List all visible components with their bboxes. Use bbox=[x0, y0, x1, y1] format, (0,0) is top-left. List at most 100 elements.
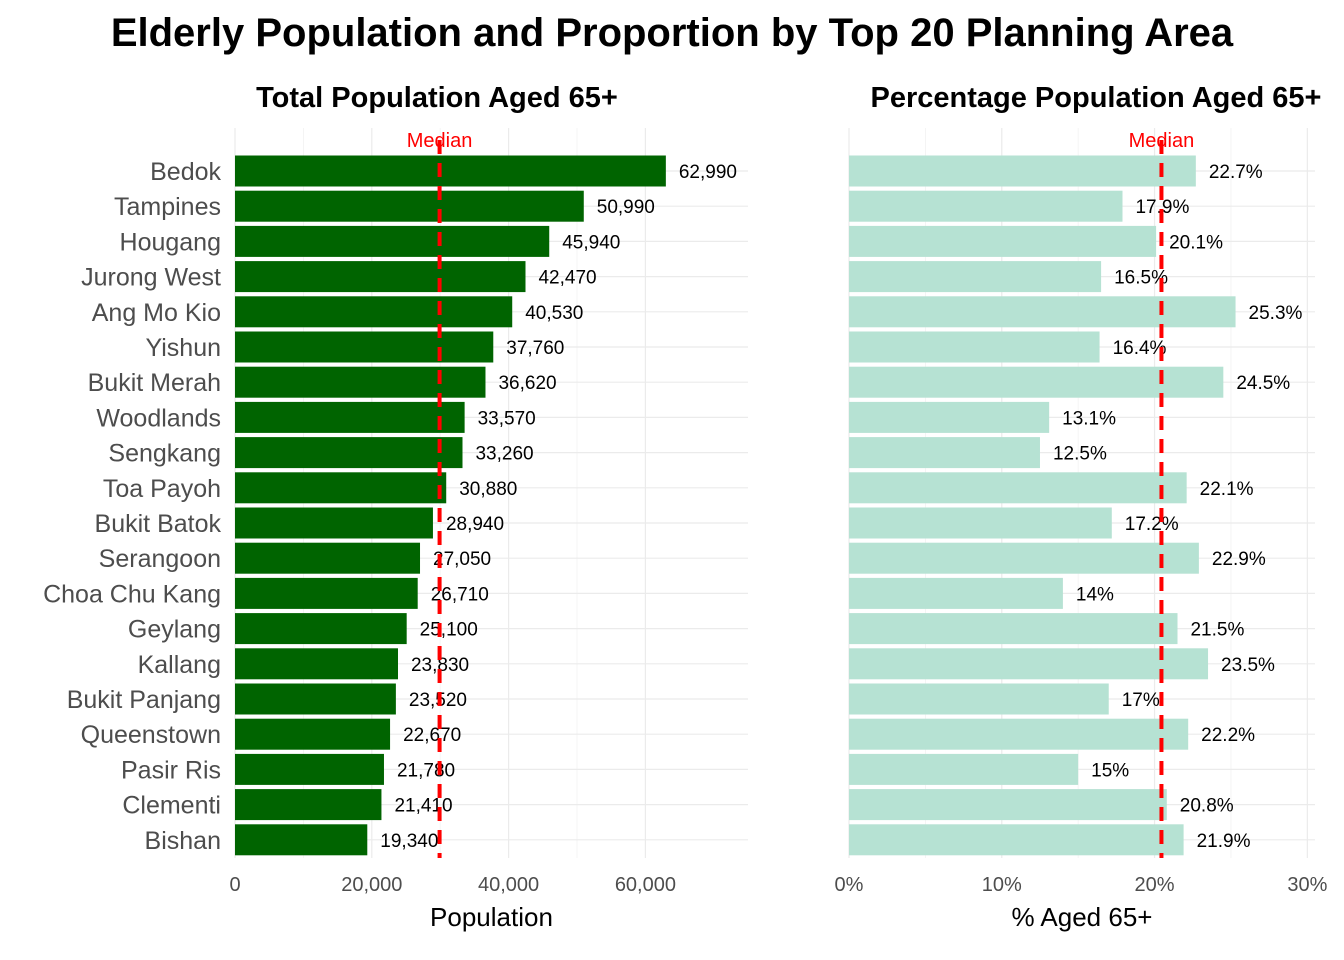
data-label: 37,760 bbox=[506, 338, 564, 359]
bar-bukit-batok bbox=[235, 507, 433, 539]
x-tick-label: 0 bbox=[229, 874, 240, 896]
x-tick-label: 60,000 bbox=[615, 874, 676, 896]
bar-hougang bbox=[849, 225, 1157, 257]
data-label: 21,780 bbox=[397, 760, 455, 781]
data-label: 28,940 bbox=[446, 514, 504, 535]
bar-sengkang bbox=[849, 437, 1040, 469]
bar-bukit-panjang bbox=[849, 683, 1109, 715]
bar-bishan bbox=[235, 824, 368, 856]
bar-hougang bbox=[235, 225, 550, 257]
data-label: 50,990 bbox=[597, 197, 655, 218]
bar-queenstown bbox=[235, 718, 391, 750]
category-label: Yishun bbox=[145, 334, 221, 362]
data-label: 20.1% bbox=[1169, 232, 1223, 253]
data-label: 21.5% bbox=[1190, 620, 1244, 641]
data-label: 13.1% bbox=[1062, 408, 1116, 429]
category-label: Geylang bbox=[128, 616, 221, 644]
bar-sengkang bbox=[235, 437, 463, 469]
category-label: Tampines bbox=[114, 193, 221, 221]
bars-percentage bbox=[849, 155, 1236, 856]
bar-clementi bbox=[849, 789, 1167, 821]
panel-title-population: Total Population Aged 65+ bbox=[256, 82, 618, 114]
bar-tampines bbox=[849, 190, 1123, 222]
category-label: Ang Mo Kio bbox=[92, 299, 221, 327]
data-label: 22.2% bbox=[1201, 725, 1255, 746]
data-labels-percentage: 22.7% 17.9% 20.1%16.5% 25.3% 16.4% 24.5% 13.1%… bbox=[1053, 162, 1303, 852]
x-tick-label: 40,000 bbox=[478, 874, 539, 896]
bar-serangoon bbox=[849, 542, 1199, 574]
x-tick-labels-percentage: 0% 10% 20% 30% bbox=[835, 874, 1328, 896]
data-label: 62,990 bbox=[679, 162, 737, 183]
x-axis-title-population: Population bbox=[430, 902, 553, 932]
panel-total-population: Total Population Aged 65+ 62,990 50,990 45,… bbox=[43, 82, 748, 932]
bar-yishun bbox=[235, 331, 494, 363]
data-label: 23,830 bbox=[411, 655, 469, 676]
data-label: 20.8% bbox=[1180, 796, 1234, 817]
data-label: 26,710 bbox=[431, 584, 489, 605]
bar-bishan bbox=[849, 824, 1184, 856]
bar-tampines bbox=[235, 190, 584, 222]
bar-bedok bbox=[849, 155, 1196, 187]
category-labels: Bedok Tampines Hougang Jurong West Ang Mo Ki… bbox=[43, 158, 221, 855]
bar-woodlands bbox=[849, 401, 1050, 433]
bar-jurong-west bbox=[235, 261, 526, 293]
bar-woodlands bbox=[235, 401, 465, 433]
data-label: 25,100 bbox=[420, 620, 478, 641]
bar-clementi bbox=[235, 789, 382, 821]
category-label: Queenstown bbox=[81, 721, 221, 749]
data-label: 22,670 bbox=[403, 725, 461, 746]
x-tick-label: 20% bbox=[1135, 874, 1175, 896]
bar-ang-mo-kio bbox=[849, 296, 1236, 328]
data-labels-population: 62,990 50,990 45,940 42,470 40,530 37,760 36,6… bbox=[380, 162, 737, 852]
x-axis-title-percentage: % Aged 65+ bbox=[1012, 902, 1153, 932]
median-label-population: Median bbox=[407, 130, 473, 152]
data-label: 42,470 bbox=[538, 268, 596, 289]
bar-ang-mo-kio bbox=[235, 296, 513, 328]
category-label: Bedok bbox=[150, 158, 221, 186]
data-label: 45,940 bbox=[562, 232, 620, 253]
bars-population bbox=[235, 155, 666, 856]
data-label: 23.5% bbox=[1221, 655, 1275, 676]
data-label: 17.9% bbox=[1135, 197, 1189, 218]
bar-bukit-panjang bbox=[235, 683, 396, 715]
category-label: Bukit Batok bbox=[95, 510, 222, 538]
category-label: Serangoon bbox=[99, 545, 221, 573]
data-label: 36,620 bbox=[498, 373, 556, 394]
category-label: Woodlands bbox=[96, 404, 221, 432]
category-label: Clementi bbox=[122, 792, 221, 820]
bar-kallang bbox=[849, 648, 1209, 680]
bar-bukit-batok bbox=[849, 507, 1112, 539]
bar-choa-chu-kang bbox=[235, 577, 418, 609]
x-tick-label: 0% bbox=[835, 874, 864, 896]
data-label: 30,880 bbox=[459, 479, 517, 500]
bar-bukit-merah bbox=[849, 366, 1224, 398]
data-label: 17% bbox=[1122, 690, 1160, 711]
data-label: 22.7% bbox=[1209, 162, 1263, 183]
bar-pasir-ris bbox=[849, 753, 1079, 785]
bar-yishun bbox=[849, 331, 1100, 363]
x-tick-label: 30% bbox=[1287, 874, 1327, 896]
bar-pasir-ris bbox=[235, 753, 384, 785]
x-tick-label: 10% bbox=[982, 874, 1022, 896]
x-tick-label: 20,000 bbox=[341, 874, 402, 896]
category-label: Pasir Ris bbox=[121, 756, 221, 784]
data-label: 14% bbox=[1076, 584, 1114, 605]
data-label: 27,050 bbox=[433, 549, 491, 570]
bar-kallang bbox=[235, 648, 398, 680]
bar-geylang bbox=[849, 613, 1178, 645]
bar-queenstown bbox=[849, 718, 1189, 750]
data-label: 24.5% bbox=[1236, 373, 1290, 394]
data-label: 22.9% bbox=[1212, 549, 1266, 570]
bar-bedok bbox=[235, 155, 666, 187]
data-label: 33,570 bbox=[478, 408, 536, 429]
bar-serangoon bbox=[235, 542, 421, 574]
category-label: Bukit Merah bbox=[88, 369, 221, 397]
data-label: 22.1% bbox=[1200, 479, 1254, 500]
category-label: Jurong West bbox=[81, 264, 221, 292]
data-label: 40,530 bbox=[525, 303, 583, 324]
data-label: 25.3% bbox=[1249, 303, 1303, 324]
bar-toa-payoh bbox=[849, 472, 1187, 504]
bar-bukit-merah bbox=[235, 366, 486, 398]
bar-jurong-west bbox=[849, 261, 1102, 293]
data-label: 15% bbox=[1091, 760, 1129, 781]
